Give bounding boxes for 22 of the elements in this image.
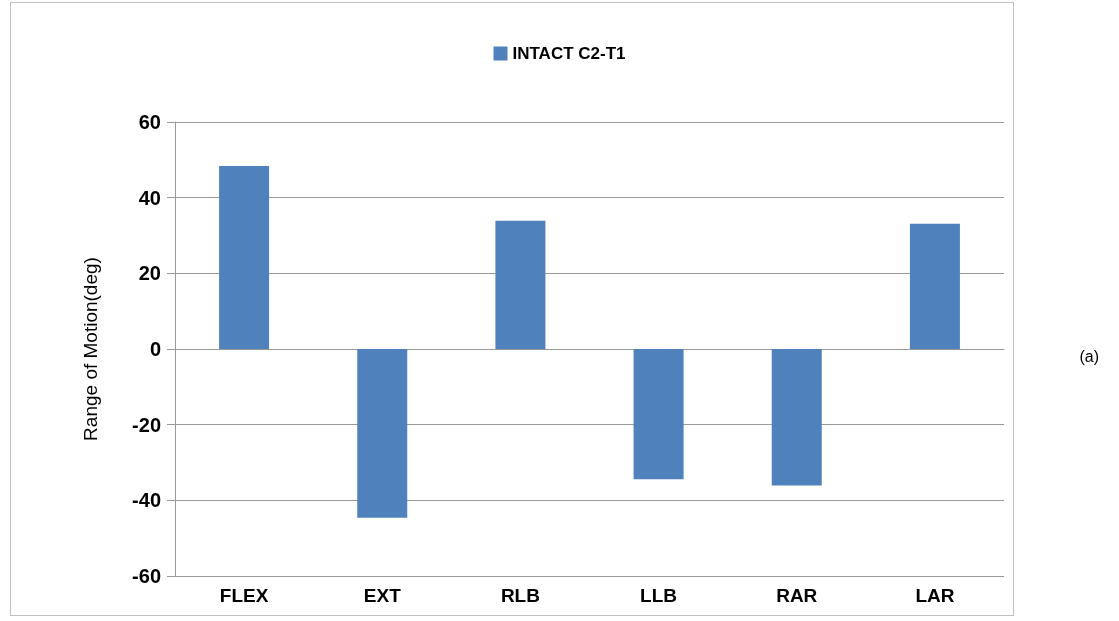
bar — [771, 349, 822, 486]
y-tick-label: -60 — [132, 565, 161, 587]
x-tick-label: EXT — [363, 585, 402, 606]
bar — [219, 165, 270, 349]
y-axis-title: Range of Motion(deg) — [80, 257, 101, 441]
x-tick-label: FLEX — [219, 585, 269, 606]
x-tick-label: LLB — [640, 585, 678, 606]
y-tick-label: 60 — [138, 111, 161, 133]
bar — [633, 349, 684, 480]
x-tick-label: LAR — [915, 585, 955, 606]
text: (a) — [1079, 347, 1100, 365]
y-tick-label: -40 — [132, 489, 161, 512]
x-tick-label: RLB — [500, 585, 540, 606]
bar — [909, 223, 960, 349]
bar — [357, 349, 408, 518]
legend-label: INTACT C2-T1 — [512, 44, 626, 63]
y-tick-label: -20 — [132, 413, 161, 436]
y-tick-label: 40 — [138, 186, 161, 209]
y-tick-label: 0 — [149, 338, 161, 360]
x-tick-label: RAR — [776, 585, 818, 606]
y-tick-label: 20 — [138, 262, 161, 285]
bar — [495, 220, 546, 349]
